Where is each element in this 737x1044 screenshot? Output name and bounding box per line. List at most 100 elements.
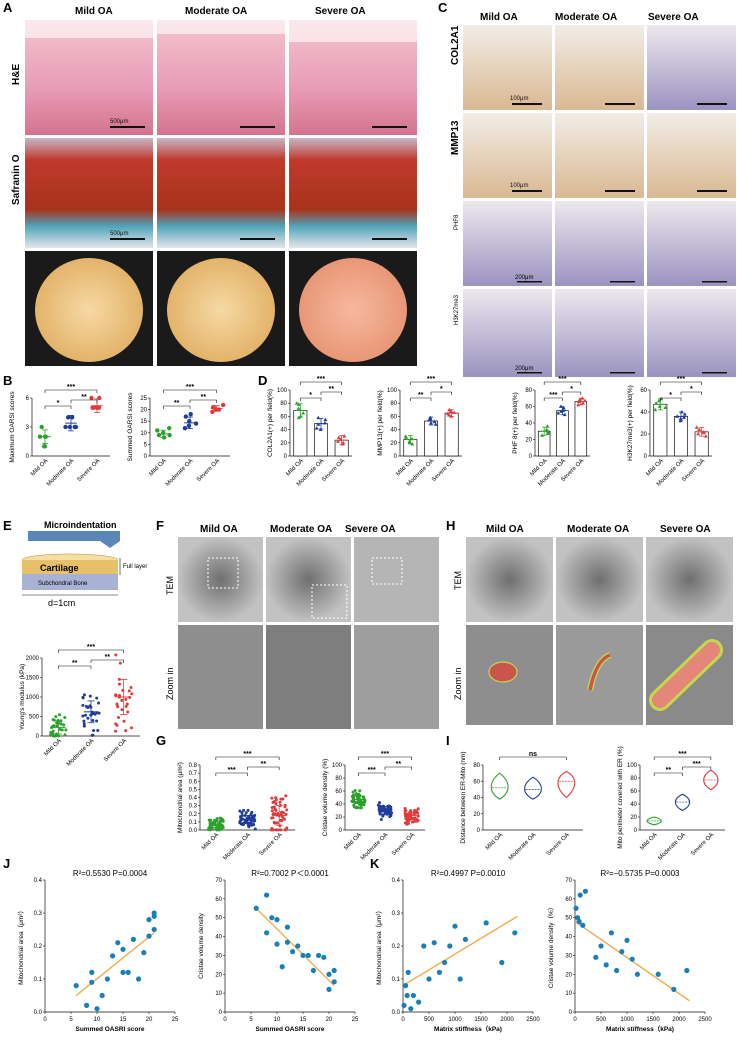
col-label-severe-h: Severe OA bbox=[660, 524, 711, 535]
sig-label: *** bbox=[186, 384, 194, 391]
mito-h-severe bbox=[652, 642, 720, 708]
y-tick-label: 0.3 bbox=[189, 804, 198, 810]
data-point bbox=[239, 815, 243, 819]
data-point bbox=[130, 692, 134, 696]
row-label-zoom-h: Zoom in bbox=[453, 667, 463, 700]
data-point bbox=[244, 811, 248, 815]
data-point bbox=[82, 724, 86, 728]
y-tick-label: 0 bbox=[144, 454, 148, 460]
x-tick-label: Severe OA bbox=[391, 832, 416, 857]
zoom-f-mild bbox=[178, 625, 263, 729]
scale-bar-h3k27me3: 200μm bbox=[515, 366, 533, 372]
data-point bbox=[387, 804, 391, 808]
data-point bbox=[284, 939, 290, 945]
data-point bbox=[238, 809, 242, 813]
y-axis-label: Mito perimeter covered with ER (%) bbox=[617, 746, 624, 849]
data-point bbox=[608, 930, 615, 936]
x-tick-label: 0 bbox=[223, 1017, 227, 1023]
data-point bbox=[376, 803, 380, 807]
data-point bbox=[614, 967, 620, 974]
indenter-tip bbox=[100, 541, 120, 548]
data-point bbox=[129, 686, 133, 690]
data-point bbox=[279, 828, 283, 832]
bar bbox=[574, 401, 588, 457]
data-point bbox=[403, 983, 409, 989]
chart-i1: 0 20 40 60 80 Distance between ER-Mito (nm) Mi… bbox=[460, 751, 583, 862]
y-tick-label: 20 bbox=[215, 972, 222, 978]
sig-label: *** bbox=[558, 376, 566, 383]
data-point bbox=[57, 713, 61, 717]
data-point bbox=[684, 967, 690, 974]
data-point bbox=[336, 435, 341, 439]
y-tick-label: 40 bbox=[630, 802, 637, 808]
data-point bbox=[270, 809, 274, 813]
x-tick-label: Mild OA bbox=[201, 832, 220, 851]
data-point bbox=[215, 817, 219, 821]
data-point bbox=[545, 424, 550, 428]
sig-label: ** bbox=[329, 386, 335, 393]
data-point bbox=[115, 940, 121, 946]
data-point bbox=[512, 930, 518, 936]
y-tick-label: 80 bbox=[630, 776, 637, 782]
y-axis-label: PHF 8(+) per field(%) bbox=[512, 392, 519, 454]
panel-letter-e: E bbox=[3, 518, 12, 533]
x-tick-label: 5 bbox=[69, 1017, 73, 1023]
y-tick-label: 6 bbox=[26, 396, 30, 402]
data-point bbox=[253, 905, 259, 911]
ihc-phf8-moderate bbox=[555, 201, 644, 286]
sig-label: * bbox=[309, 392, 312, 399]
data-point bbox=[562, 412, 567, 417]
sig-label: ** bbox=[105, 654, 111, 661]
data-point bbox=[416, 814, 420, 818]
y-tick-label: 60 bbox=[335, 789, 342, 795]
data-point bbox=[285, 808, 289, 812]
data-point bbox=[326, 986, 332, 992]
fit-line bbox=[75, 932, 155, 997]
y-tick-label: 80 bbox=[525, 388, 532, 394]
data-point bbox=[51, 724, 55, 728]
tem-f-mild bbox=[178, 537, 263, 622]
data-point bbox=[655, 971, 661, 977]
sig-label: ** bbox=[396, 761, 402, 768]
data-point bbox=[351, 793, 355, 797]
data-point bbox=[59, 722, 63, 726]
x-tick-label: 15 bbox=[120, 1017, 127, 1023]
bar bbox=[424, 420, 438, 457]
data-point bbox=[457, 976, 463, 982]
x-tick-label: Moderate OA bbox=[657, 832, 686, 861]
chart-title: R²=−0.5735 P=0.0003 bbox=[601, 869, 681, 878]
x-tick-label: 0 bbox=[43, 1017, 47, 1023]
zoom-h-moderate bbox=[556, 625, 643, 725]
data-point bbox=[63, 716, 67, 720]
data-point bbox=[95, 719, 99, 723]
data-point bbox=[275, 813, 279, 817]
tem-f-moderate bbox=[266, 537, 351, 622]
data-point bbox=[166, 425, 172, 431]
data-point bbox=[246, 808, 250, 812]
row-label-phf8: PHF8 bbox=[454, 214, 460, 230]
chart-j1: 0.0 0.1 0.2 0.3 0.4 Mitochondrial area（μm²） 0 5… bbox=[17, 869, 179, 1033]
data-point bbox=[284, 924, 290, 930]
sig-label: ** bbox=[72, 660, 78, 667]
data-point bbox=[242, 808, 246, 812]
sig-label: ns bbox=[529, 751, 537, 758]
y-tick-label: 2000 bbox=[26, 656, 40, 662]
data-point bbox=[462, 936, 468, 943]
y-tick-label: 0.2 bbox=[34, 944, 43, 950]
scale-bar-phf8: 200μm bbox=[515, 275, 533, 281]
data-point bbox=[556, 411, 561, 415]
row-label-tem-h: TEM bbox=[453, 571, 463, 590]
x-tick-label: Severe OA bbox=[546, 832, 571, 857]
y-tick-label: 20 bbox=[640, 432, 647, 438]
x-tick-label: Mild OA bbox=[148, 458, 167, 477]
x-axis-label: Summed OASRI score bbox=[256, 1026, 325, 1033]
data-point bbox=[353, 788, 357, 792]
y-tick-label: 0 bbox=[36, 734, 40, 740]
data-point bbox=[104, 976, 110, 982]
sig-label: ** bbox=[418, 392, 424, 399]
data-point bbox=[183, 414, 189, 419]
sig-label: *** bbox=[243, 751, 251, 758]
sig-label: *** bbox=[693, 761, 701, 768]
data-point bbox=[275, 821, 279, 825]
x-tick-label: 15 bbox=[300, 1017, 307, 1023]
